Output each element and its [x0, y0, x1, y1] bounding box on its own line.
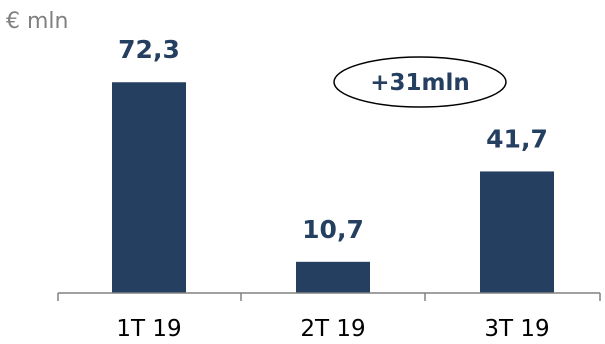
x-tick-label: 2T 19 — [300, 316, 365, 342]
x-axis-ticks — [57, 293, 601, 301]
bar-3t-19 — [480, 171, 554, 293]
bar-2t-19 — [296, 261, 370, 293]
x-tick-label: 1T 19 — [116, 316, 181, 342]
bar-group — [112, 82, 554, 293]
value-label: 72,3 — [118, 35, 180, 64]
x-axis — [57, 292, 601, 301]
bar-1t-19 — [112, 82, 186, 293]
annotation-ellipse — [333, 56, 507, 108]
value-label: 10,7 — [302, 215, 364, 244]
annotation-text: +31mln — [370, 70, 470, 96]
value-label-group: 72,3 10,7 41,7 — [118, 35, 548, 244]
value-label: 41,7 — [486, 124, 548, 153]
tick-label-group: 1T 19 2T 19 3T 19 — [116, 316, 549, 342]
x-tick-label: 3T 19 — [484, 316, 549, 342]
difference-annotation: +31mln — [333, 56, 507, 108]
unit-label: € mln — [6, 9, 68, 34]
